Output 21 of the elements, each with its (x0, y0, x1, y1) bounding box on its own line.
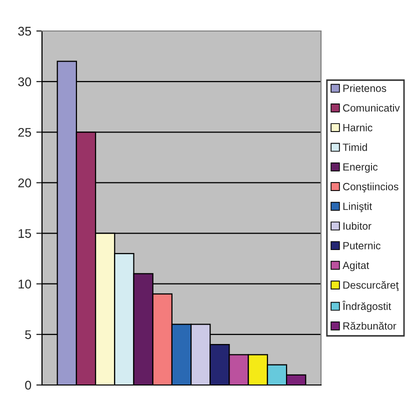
legend-label: Agitat (342, 261, 370, 272)
y-tick-label: 5 (25, 330, 32, 340)
y-tick-label: 10 (18, 280, 32, 289)
legend-label: Puternic (343, 242, 380, 250)
y-tick-label: 35 (18, 26, 32, 36)
legend-label: Prietenos (343, 84, 386, 92)
legend-label: Energic (343, 162, 378, 173)
legend-label: Conştiincios (343, 182, 398, 192)
y-tick-label: 20 (18, 178, 32, 188)
legend-label: Descurcăreţ (343, 280, 399, 291)
legend-label: Timid (342, 143, 367, 151)
legend-label: Harnic (343, 124, 372, 132)
legend-label: Îndrăgostit (342, 300, 392, 312)
legend-label: Comunicativ (343, 104, 400, 112)
y-tick-label: 25 (18, 128, 32, 137)
legend-label: Liniştit (343, 202, 372, 212)
legend-label: Răzbunător (343, 322, 396, 330)
y-tick-label: 30 (18, 77, 32, 86)
y-tick-label: 0 (25, 380, 32, 390)
legend-label: Iubitor (344, 222, 372, 230)
y-tick-label: 15 (18, 229, 32, 238)
